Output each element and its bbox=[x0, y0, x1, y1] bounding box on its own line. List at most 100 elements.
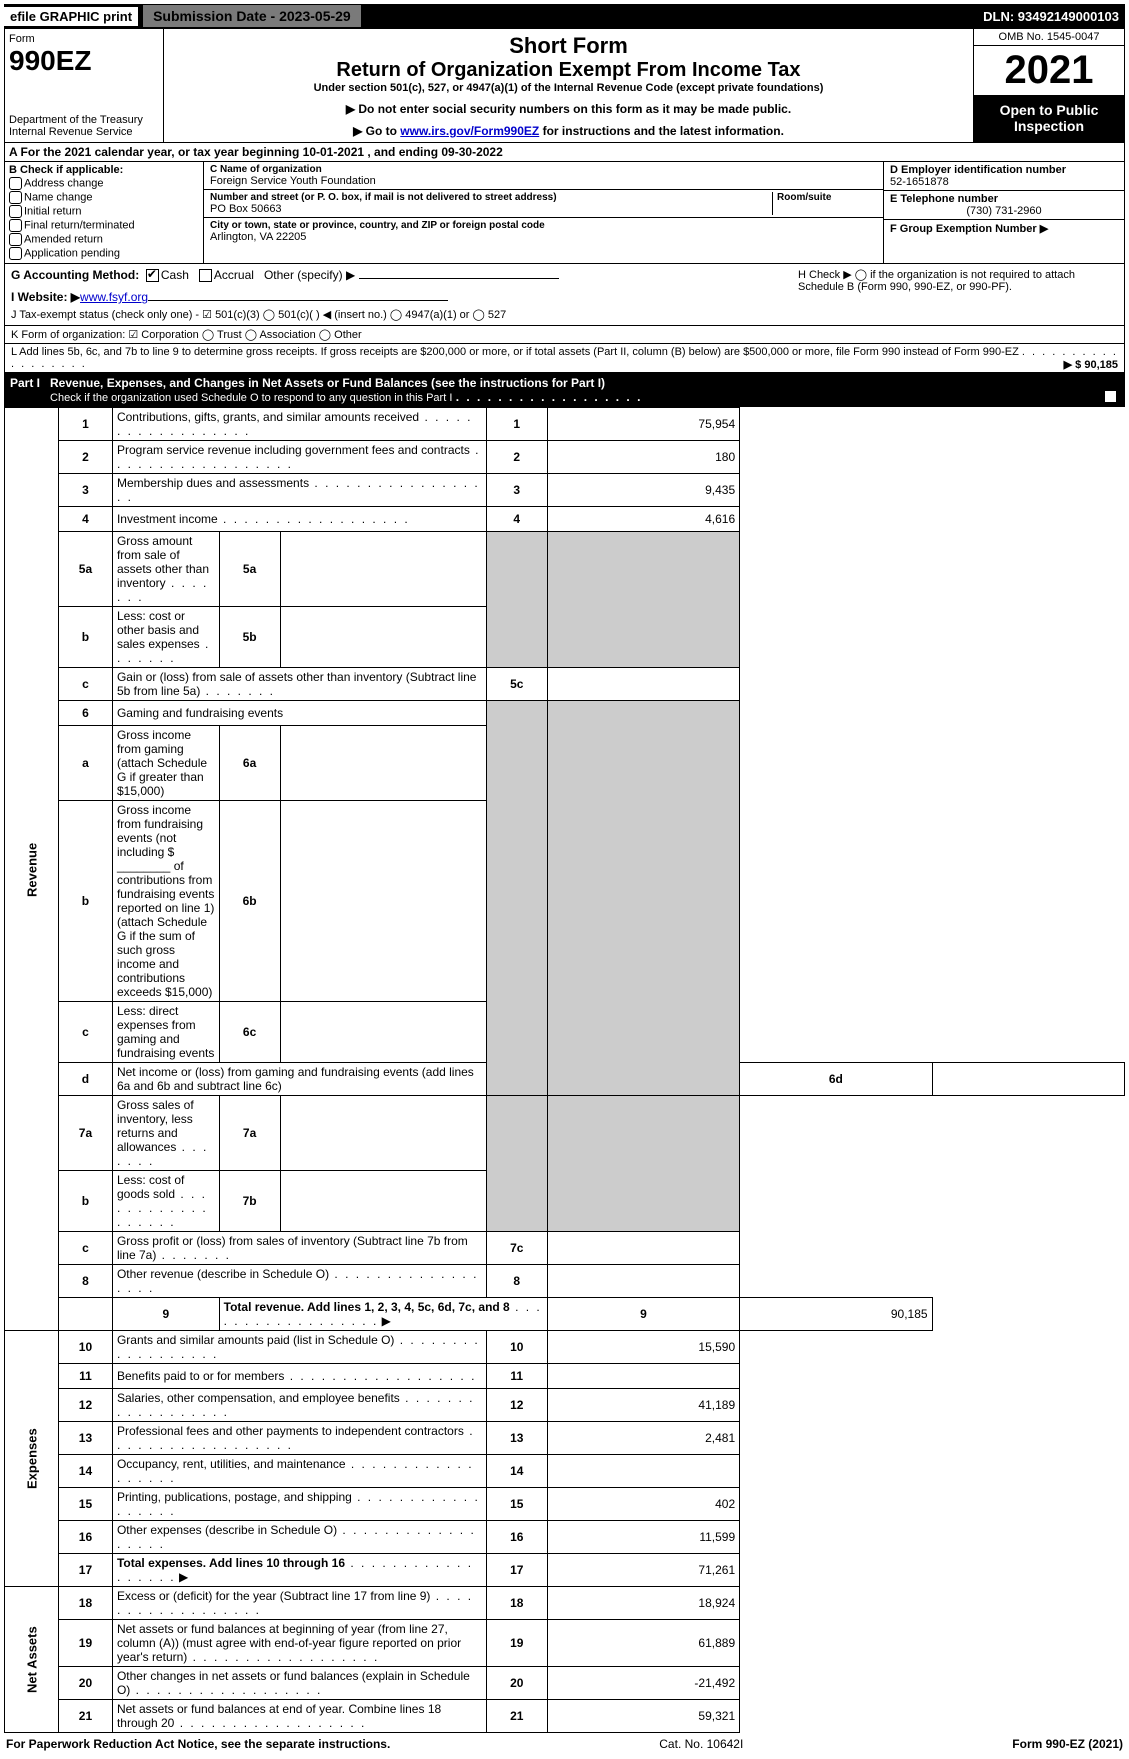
col-c-org-info: C Name of organization Foreign Service Y… bbox=[204, 162, 883, 263]
line-h: H Check ▶ ◯ if the organization is not r… bbox=[788, 268, 1118, 304]
line-i: I Website: ▶www.fsyf.org bbox=[11, 290, 788, 304]
schedule-o-checkbox[interactable] bbox=[1104, 390, 1117, 403]
val-17: 71,261 bbox=[547, 1554, 739, 1587]
form-label: Form bbox=[9, 33, 159, 45]
website-link[interactable]: www.fsyf.org bbox=[80, 290, 148, 304]
val-19: 61,889 bbox=[547, 1620, 739, 1667]
line-5a: 5aGross amount from sale of assets other… bbox=[5, 532, 1125, 607]
open-to-public: Open to Public Inspection bbox=[974, 96, 1124, 142]
val-18: 18,924 bbox=[547, 1587, 739, 1620]
line-1: Revenue 1 Contributions, gifts, grants, … bbox=[5, 408, 1125, 441]
cb-accrual[interactable] bbox=[199, 269, 212, 282]
val-2: 180 bbox=[547, 441, 739, 474]
c-street-label: Number and street (or P. O. box, if mail… bbox=[210, 192, 772, 203]
line-7a: 7aGross sales of inventory, less returns… bbox=[5, 1096, 1125, 1171]
line-k: K Form of organization: ☑ Corporation ◯ … bbox=[4, 326, 1125, 344]
org-city: Arlington, VA 22205 bbox=[210, 231, 877, 243]
line-l: L Add lines 5b, 6c, and 7b to line 9 to … bbox=[4, 344, 1125, 373]
form-header: Form 990EZ Department of the Treasury In… bbox=[4, 28, 1125, 143]
line-j: J Tax-exempt status (check only one) - ☑… bbox=[11, 308, 1118, 321]
telephone: (730) 731-2960 bbox=[890, 205, 1118, 217]
dln: DLN: 93492149000103 bbox=[983, 9, 1125, 24]
goto-post: for instructions and the latest informat… bbox=[539, 124, 784, 138]
val-13: 2,481 bbox=[547, 1422, 739, 1455]
lines-table: Revenue 1 Contributions, gifts, grants, … bbox=[4, 407, 1125, 1733]
ein: 52-1651878 bbox=[890, 176, 1118, 188]
header-right: OMB No. 1545-0047 2021 Open to Public In… bbox=[973, 29, 1124, 142]
goto-note: ▶ Go to www.irs.gov/Form990EZ for instru… bbox=[168, 124, 969, 138]
room-label: Room/suite bbox=[777, 192, 877, 203]
footer-right: Form 990-EZ (2021) bbox=[1012, 1737, 1123, 1751]
line-17: 17Total expenses. Add lines 10 through 1… bbox=[5, 1554, 1125, 1587]
line-18: Net Assets 18Excess or (deficit) for the… bbox=[5, 1587, 1125, 1620]
line-3: 3Membership dues and assessments 39,435 bbox=[5, 474, 1125, 507]
part1-header: Part I Revenue, Expenses, and Changes in… bbox=[4, 373, 1125, 407]
tax-year: 2021 bbox=[974, 46, 1124, 96]
line-2: 2Program service revenue including gover… bbox=[5, 441, 1125, 474]
cb-final-return[interactable]: Final return/terminated bbox=[9, 219, 199, 232]
line-15: 15Printing, publications, postage, and s… bbox=[5, 1488, 1125, 1521]
val-21: 59,321 bbox=[547, 1700, 739, 1733]
val-15: 402 bbox=[547, 1488, 739, 1521]
val-9: 90,185 bbox=[740, 1298, 932, 1331]
goto-pre: ▶ Go to bbox=[353, 124, 400, 138]
revenue-side-label: Revenue bbox=[5, 408, 59, 1331]
header-left: Form 990EZ Department of the Treasury In… bbox=[5, 29, 164, 142]
val-3: 9,435 bbox=[547, 474, 739, 507]
cb-name-change[interactable]: Name change bbox=[9, 191, 199, 204]
section-bcdef: B Check if applicable: Address change Na… bbox=[4, 162, 1125, 264]
part1-label: Part I bbox=[10, 376, 50, 404]
col-def: D Employer identification number 52-1651… bbox=[883, 162, 1124, 263]
gross-receipts-val: ▶ $ 90,185 bbox=[1064, 358, 1118, 371]
footer-catno: Cat. No. 10642I bbox=[390, 1737, 1012, 1751]
cb-cash[interactable] bbox=[146, 269, 159, 282]
cb-initial-return[interactable]: Initial return bbox=[9, 205, 199, 218]
line-16: 16Other expenses (describe in Schedule O… bbox=[5, 1521, 1125, 1554]
val-1: 75,954 bbox=[547, 408, 739, 441]
irs-link[interactable]: www.irs.gov/Form990EZ bbox=[400, 124, 539, 138]
footer-left: For Paperwork Reduction Act Notice, see … bbox=[6, 1737, 390, 1751]
line-8: 8Other revenue (describe in Schedule O) … bbox=[5, 1265, 1125, 1298]
cb-application-pending[interactable]: Application pending bbox=[9, 247, 199, 260]
org-name: Foreign Service Youth Foundation bbox=[210, 175, 877, 187]
val-16: 11,599 bbox=[547, 1521, 739, 1554]
e-label: E Telephone number bbox=[890, 193, 1118, 205]
c-name-label: C Name of organization bbox=[210, 164, 877, 175]
part1-title: Revenue, Expenses, and Changes in Net As… bbox=[50, 376, 605, 390]
header-center: Short Form Return of Organization Exempt… bbox=[164, 29, 973, 142]
expenses-side-label: Expenses bbox=[5, 1331, 59, 1587]
line-6: 6Gaming and fundraising events bbox=[5, 701, 1125, 726]
line-19: 19Net assets or fund balances at beginni… bbox=[5, 1620, 1125, 1667]
form-number: 990EZ bbox=[9, 45, 159, 77]
line-5c: cGain or (loss) from sale of assets othe… bbox=[5, 668, 1125, 701]
omb-number: OMB No. 1545-0047 bbox=[974, 29, 1124, 46]
meta-section: G Accounting Method: Cash Accrual Other … bbox=[4, 264, 1125, 326]
line-11: 11Benefits paid to or for members 11 bbox=[5, 1364, 1125, 1389]
val-12: 41,189 bbox=[547, 1389, 739, 1422]
cb-amended-return[interactable]: Amended return bbox=[9, 233, 199, 246]
org-street: PO Box 50663 bbox=[210, 203, 772, 215]
short-form-title: Short Form bbox=[168, 33, 969, 59]
form-subtitle: Under section 501(c), 527, or 4947(a)(1)… bbox=[168, 82, 969, 94]
col-b-checkboxes: B Check if applicable: Address change Na… bbox=[5, 162, 204, 263]
line-13: 13Professional fees and other payments t… bbox=[5, 1422, 1125, 1455]
val-20: -21,492 bbox=[547, 1667, 739, 1700]
line-20: 20Other changes in net assets or fund ba… bbox=[5, 1667, 1125, 1700]
form-title: Return of Organization Exempt From Incom… bbox=[168, 59, 969, 82]
line-12: 12Salaries, other compensation, and empl… bbox=[5, 1389, 1125, 1422]
netassets-side-label: Net Assets bbox=[5, 1587, 59, 1733]
line-4: 4Investment income 44,616 bbox=[5, 507, 1125, 532]
cb-address-change[interactable]: Address change bbox=[9, 177, 199, 190]
c-city-label: City or town, state or province, country… bbox=[210, 220, 877, 231]
val-10: 15,590 bbox=[547, 1331, 739, 1364]
val-4: 4,616 bbox=[547, 507, 739, 532]
line-14: 14Occupancy, rent, utilities, and mainte… bbox=[5, 1455, 1125, 1488]
line-21: 21Net assets or fund balances at end of … bbox=[5, 1700, 1125, 1733]
d-label: D Employer identification number bbox=[890, 164, 1118, 176]
efile-print[interactable]: efile GRAPHIC print bbox=[4, 7, 138, 26]
b-title: B Check if applicable: bbox=[9, 164, 199, 176]
top-bar: efile GRAPHIC print Submission Date - 20… bbox=[4, 4, 1125, 28]
line-a-tax-year: A For the 2021 calendar year, or tax yea… bbox=[4, 143, 1125, 162]
line-9: 9Total revenue. Add lines 1, 2, 3, 4, 5c… bbox=[5, 1298, 1125, 1331]
line-7c: cGross profit or (loss) from sales of in… bbox=[5, 1232, 1125, 1265]
